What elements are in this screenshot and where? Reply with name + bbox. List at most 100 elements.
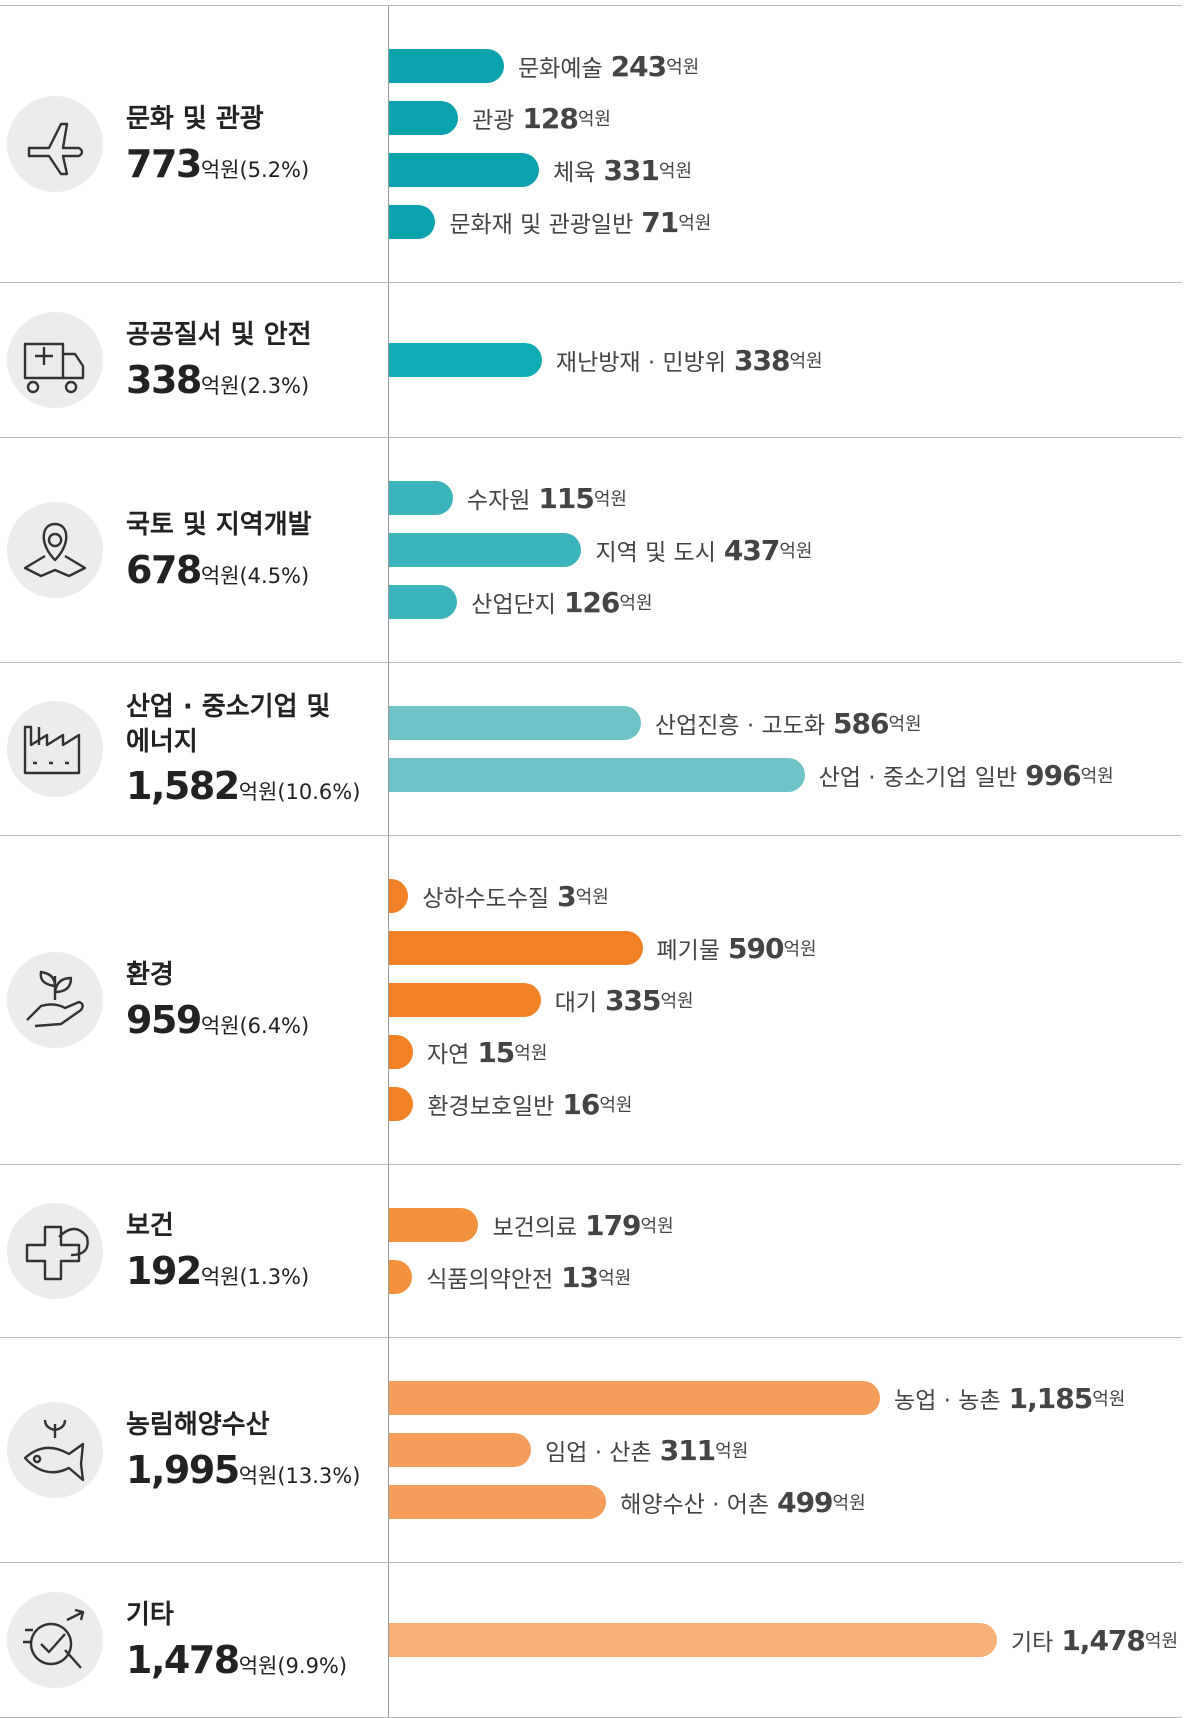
bar [389,585,458,619]
bar-value: 115 [538,481,594,515]
bar [389,1381,881,1415]
category-name: 문화 및 관광 [126,104,264,135]
category-total: 1,995억원(13.3%) [126,1447,360,1492]
total-share: (9.9%) [277,1653,348,1678]
bar-value: 1,478 [1061,1623,1146,1657]
bar-label: 폐기물 [656,938,720,964]
bar-group: 재난방재 · 민방위 338 억원 [389,283,1182,437]
bar-value: 331 [603,153,659,187]
category-name: 환경 [126,960,174,991]
bar-group: 보건의료 179 억원 식품의약안전 13 억원 [389,1165,1182,1337]
bar-label: 해양수산 · 어촌 [620,1492,770,1518]
bar-unit: 억원 [666,57,700,78]
total-value: 773 [126,141,202,186]
bar-value: 437 [723,533,780,567]
bar-value: 499 [777,1485,833,1519]
bar [389,931,643,965]
category-info: 보건 192억원(1.3%) [126,1209,309,1292]
bar [389,1035,413,1069]
category-name: 국토 및 지역개발 [126,510,312,541]
bar-label: 문화재 및 관광일반 [449,212,634,238]
bar-group: 기타 1,478 억원 [389,1563,1182,1717]
bar-item: 농업 · 농촌 1,185 억원 [389,1372,1182,1424]
bar-item: 보건의료 179 억원 [389,1199,1182,1251]
category-header: 보건 192억원(1.3%) [0,1165,389,1337]
category-total: 959억원(6.4%) [126,998,309,1042]
bar-unit: 억원 [1144,1631,1179,1652]
category-name: 보건 [126,1211,174,1242]
total-value: 1,582 [126,764,240,809]
category-name: 기타 [126,1600,174,1631]
total-unit: 억원 [238,1463,278,1488]
icon-glyph [23,522,87,578]
category-total: 338억원(2.3%) [126,358,312,402]
bar-label: 보건의료 [492,1215,578,1241]
bar-label: 관광 [472,108,515,134]
bar-item: 대기 335 억원 [389,974,1182,1026]
bar-item: 문화재 및 관광일반 71 억원 [389,196,1182,248]
category-info: 환경 959억원(6.4%) [126,958,309,1041]
icon-glyph [23,725,81,775]
bar-label: 대기 [554,990,598,1016]
bar-label: 문화예술 [518,56,603,82]
bar [389,343,542,377]
bar-item: 환경보호일반 16 억원 [389,1078,1182,1130]
bar-label: 체육 [553,160,596,186]
bar-unit: 억원 [640,1216,674,1237]
total-unit: 억원 [238,780,278,805]
bar-label: 자연 [426,1042,470,1068]
icon-background [7,1203,103,1299]
bar-value: 996 [1025,758,1081,792]
category-row: 기타 1,478억원(9.9%) 기타 1,478 억원 [0,1563,1182,1718]
bar-unit: 억원 [575,887,609,908]
bar-item: 수자원 115 억원 [389,472,1182,524]
bar-label: 산업진흥 · 고도화 [654,713,825,739]
total-unit: 억원 [200,157,240,182]
category-info: 기타 1,478억원(9.9%) [126,1598,347,1681]
icon-glyph [23,342,85,394]
icon-background [7,701,103,797]
page: 문화 및 관광 773억원(5.2%) 문화예술 243 억원 관광 128 억원 체육 331 억… [0,5,1182,1718]
bar-item: 상하수도수질 3 억원 [389,870,1182,922]
bar-item: 기타 1,478 억원 [389,1614,1182,1666]
bar [389,153,540,187]
bar-unit: 억원 [658,161,693,182]
category-row: 보건 192억원(1.3%) 보건의료 179 억원 식품의약안전 13 억원 [0,1165,1182,1338]
bar [389,1087,414,1121]
total-unit: 억원 [200,1264,240,1289]
bar-group: 문화예술 243 억원 관광 128 억원 체육 331 억원 문화재 및 관광일반 71 억원 [389,6,1182,282]
category-header: 기타 1,478억원(9.9%) [0,1563,389,1717]
bar-unit: 억원 [678,213,712,234]
category-icon [7,312,103,408]
category-icon [7,502,103,598]
bar-value: 590 [728,931,784,965]
bar-value: 71 [641,205,679,239]
bar-item: 폐기물 590 억원 [389,922,1182,974]
bar-unit: 억원 [783,939,817,960]
bar-value: 16 [562,1087,600,1121]
icon-glyph [27,122,84,176]
bar-item: 산업 · 중소기업 일반 996 억원 [389,749,1182,801]
category-header: 국토 및 지역개발 678억원(4.5%) [0,438,389,662]
category-row: 국토 및 지역개발 678억원(4.5%) 수자원 115 억원 지역 및 도시 437 억원… [0,438,1182,663]
total-share: (10.6%) [277,780,361,805]
bar-unit: 억원 [599,1095,633,1116]
total-unit: 억원 [200,373,240,398]
bar [389,983,541,1017]
bar-value: 179 [585,1208,641,1242]
bar-value: 335 [605,983,661,1017]
icon-background [7,96,103,192]
category-icon [7,1402,103,1498]
bar-label: 농업 · 농촌 [894,1388,1001,1414]
bar [389,879,409,913]
total-value: 192 [126,1248,202,1293]
bar [389,533,582,567]
category-row: 환경 959억원(6.4%) 상하수도수질 3 억원 폐기물 590 억원 대기 335 억원 자연 1… [0,836,1182,1165]
total-value: 1,995 [126,1447,240,1492]
total-unit: 억원 [238,1653,278,1678]
bar-unit: 억원 [789,351,823,372]
bar-unit: 억원 [715,1441,749,1462]
bar-item: 산업단지 126 억원 [389,576,1182,628]
bar [389,49,504,83]
bar-item: 자연 15 억원 [389,1026,1182,1078]
